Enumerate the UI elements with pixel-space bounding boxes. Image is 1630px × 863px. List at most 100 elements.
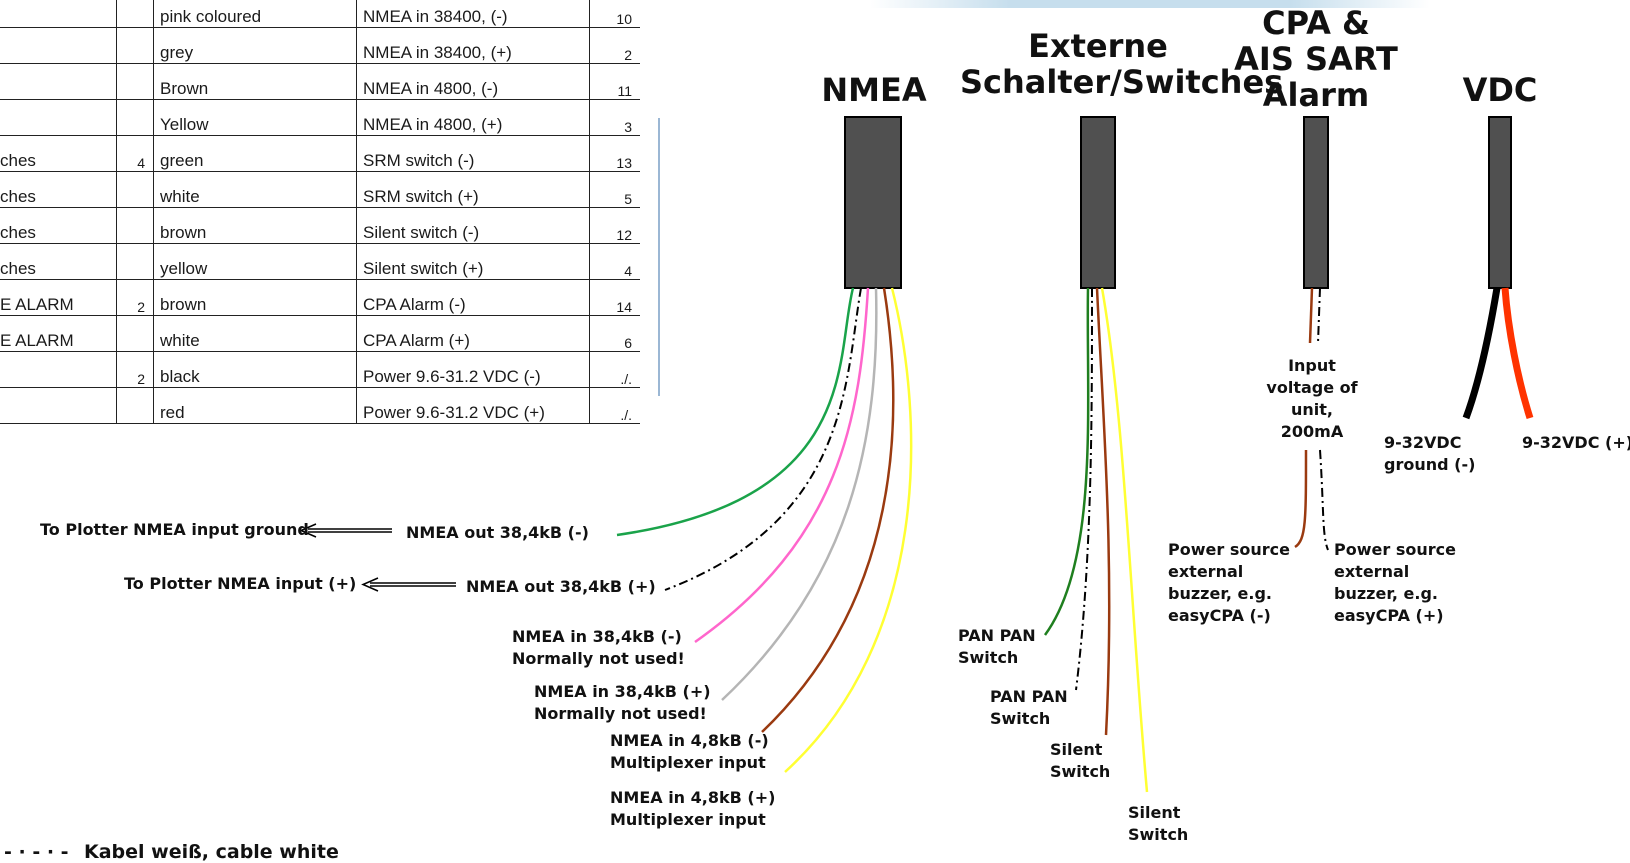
label-nmea-out-plus: NMEA out 38,4kB (+)	[466, 577, 656, 596]
header-cpa-line2: AIS SART	[1234, 40, 1398, 78]
label-power-source-minus-line3: buzzer, e.g.	[1168, 584, 1272, 603]
header-cpa-line1: CPA &	[1262, 4, 1370, 42]
vdc-wire-red	[1501, 287, 1534, 420]
table-cell-c3: NMEA in 4800, (+)	[356, 99, 590, 136]
table-cell-c3: CPA Alarm (-)	[356, 279, 590, 316]
arrow-plotter-plus-head	[361, 577, 379, 592]
table-row: ches white SRM switch (+) 5	[0, 171, 640, 208]
table-cell-c1	[116, 387, 154, 424]
table-cell-c0	[0, 351, 117, 388]
table-cell-c2: brown	[153, 279, 357, 316]
label-panpan-switch-2-line2: Switch	[990, 709, 1051, 728]
table-cell-c1	[116, 315, 154, 352]
label-nmea-in38-plus-line1: NMEA in 38,4kB (+)	[534, 682, 711, 701]
label-nmea-out-minus: NMEA out 38,4kB (-)	[406, 523, 589, 542]
table-edge-line	[658, 118, 660, 396]
label-input-voltage-line4: 200mA	[1280, 422, 1344, 441]
table-cell-c0	[0, 27, 117, 64]
label-panpan-switch-1-line2: Switch	[958, 648, 1019, 667]
table-row: pink coloured NMEA in 38400, (-) 10	[0, 0, 640, 28]
table-row: E ALARM white CPA Alarm (+) 6	[0, 315, 640, 352]
table-row: grey NMEA in 38400, (+) 2	[0, 27, 640, 64]
table-cell-c4: 6	[589, 315, 640, 352]
label-nmea-in38-plus-line2: Normally not used!	[534, 704, 707, 723]
label-power-source-plus-line2: external	[1334, 562, 1410, 581]
table-cell-c4: 14	[589, 279, 640, 316]
label-power-source-plus-line4: easyCPA (+)	[1334, 606, 1444, 625]
vdc-wire-black	[1462, 287, 1501, 420]
table-cell-c1	[116, 207, 154, 244]
table-row: Brown NMEA in 4800, (-) 11	[0, 63, 640, 100]
label-nmea-in48-minus-line2: Multiplexer input	[610, 753, 766, 772]
label-vdc-ground-line2: ground (-)	[1384, 455, 1476, 474]
arrow-plotter-ground-head	[299, 523, 317, 538]
label-silent-switch-1-line1: Silent	[1050, 740, 1103, 759]
switches-cable-body	[1080, 116, 1116, 289]
label-nmea-in48-plus-line1: NMEA in 4,8kB (+)	[610, 788, 776, 807]
table-cell-c4: ./.	[589, 351, 640, 388]
label-vdc-ground-line1: 9-32VDC	[1384, 433, 1462, 452]
label-power-source-plus-line3: buzzer, e.g.	[1334, 584, 1438, 603]
table-cell-c1	[116, 99, 154, 136]
label-power-source-minus-line1: Power source	[1168, 540, 1290, 559]
nmea-wire-brown	[761, 287, 895, 733]
label-input-voltage-line3: unit,	[1291, 400, 1333, 419]
table-cell-c4: 11	[589, 63, 640, 100]
table-cell-c3: Silent switch (+)	[356, 243, 590, 280]
cpa-wire-brown-bottom	[1294, 449, 1308, 549]
table-cell-c2: grey	[153, 27, 357, 64]
table-cell-c1	[116, 63, 154, 100]
header-cpa-line3: Alarm	[1262, 76, 1370, 114]
table-cell-c3: NMEA in 38400, (+)	[356, 27, 590, 64]
table-cell-c4: 4	[589, 243, 640, 280]
nmea-cable-body	[844, 116, 902, 289]
table-cell-c2: red	[153, 387, 357, 424]
table-row: 2 black Power 9.6-31.2 VDC (-) ./.	[0, 351, 640, 388]
nmea-wire-pink	[694, 287, 870, 644]
table-cell-c1: 2	[116, 351, 154, 388]
table-cell-c4: 3	[589, 99, 640, 136]
table-cell-c1	[116, 0, 154, 28]
label-panpan-switch-1-line1: PAN PAN	[958, 626, 1036, 645]
label-plotter-plus: To Plotter NMEA input (+)	[124, 574, 357, 593]
table-cell-c0	[0, 0, 117, 28]
label-power-source-minus-line2: external	[1168, 562, 1244, 581]
label-plotter-ground: To Plotter NMEA input ground	[40, 520, 309, 539]
label-nmea-in48-minus-line1: NMEA in 4,8kB (-)	[610, 731, 769, 750]
label-silent-switch-2-line2: Switch	[1128, 825, 1189, 844]
table-cell-c2: white	[153, 171, 357, 208]
table-cell-c2: Yellow	[153, 99, 357, 136]
label-vdc-plus: 9-32VDC (+)	[1522, 433, 1630, 452]
table-cell-c4: 13	[589, 135, 640, 172]
table-cell-c0: E ALARM	[0, 315, 117, 352]
header-switches-line2: Schalter/Switches	[960, 63, 1284, 101]
cpa-cable-body	[1303, 116, 1329, 289]
header-nmea: NMEA	[821, 71, 927, 109]
table-cell-c0: ches	[0, 171, 117, 208]
table-cell-c0: ches	[0, 207, 117, 244]
table-row: E ALARM 2 brown CPA Alarm (-) 14	[0, 279, 640, 316]
table-cell-c3: NMEA in 38400, (-)	[356, 0, 590, 28]
table-cell-c2: brown	[153, 207, 357, 244]
label-nmea-in38-minus-line1: NMEA in 38,4kB (-)	[512, 627, 682, 646]
table-row: ches 4 green SRM switch (-) 13	[0, 135, 640, 172]
nmea-wire-grey	[721, 287, 878, 701]
table-cell-c0	[0, 99, 117, 136]
table-cell-c3: CPA Alarm (+)	[356, 315, 590, 352]
table-cell-c0: E ALARM	[0, 279, 117, 316]
table-cell-c3: Power 9.6-31.2 VDC (+)	[356, 387, 590, 424]
nmea-wire-white	[664, 287, 862, 591]
table-row: Yellow NMEA in 4800, (+) 3	[0, 99, 640, 136]
header-image-strip	[870, 0, 1430, 8]
table-row: ches yellow Silent switch (+) 4	[0, 243, 640, 280]
table-cell-c4: 5	[589, 171, 640, 208]
table-cell-c4: ./.	[589, 387, 640, 424]
table-cell-c3: SRM switch (+)	[356, 171, 590, 208]
table-cell-c2: white	[153, 315, 357, 352]
label-power-source-plus-line1: Power source	[1334, 540, 1456, 559]
table-cell-c3: Silent switch (-)	[356, 207, 590, 244]
label-silent-switch-1-line2: Switch	[1050, 762, 1111, 781]
label-power-source-minus-line4: easyCPA (-)	[1168, 606, 1271, 625]
table-cell-c3: SRM switch (-)	[356, 135, 590, 172]
label-silent-switch-2-line1: Silent	[1128, 803, 1181, 822]
